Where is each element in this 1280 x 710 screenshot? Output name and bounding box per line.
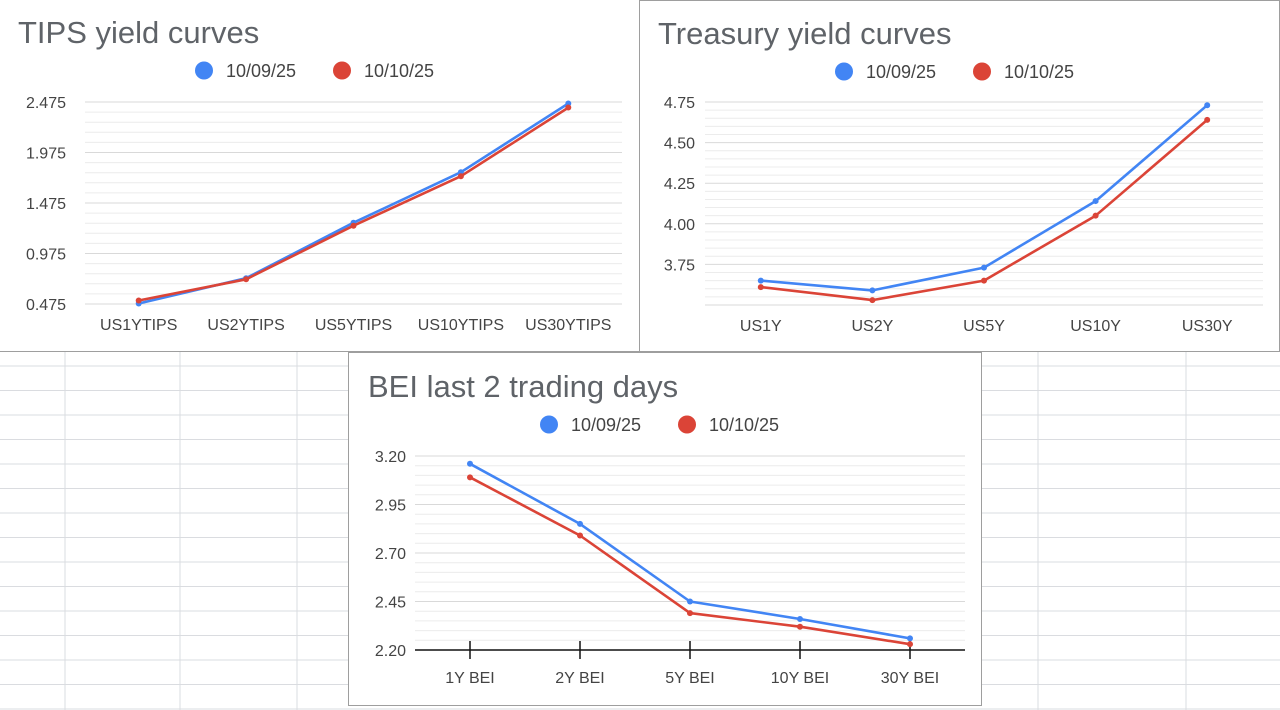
bei-x-tick-label: 30Y BEI bbox=[881, 670, 939, 687]
treasury-chart-canvas: Treasury yield curves 10/09/25 10/10/25 3.7… bbox=[658, 16, 1263, 335]
treasury-series-2-point bbox=[1204, 116, 1211, 123]
bei-series-2-point bbox=[797, 623, 803, 630]
treasury-chart-title: Treasury yield curves bbox=[658, 16, 951, 51]
bei-legend-label-1: 10/09/25 bbox=[571, 415, 641, 435]
bei-series-2-point bbox=[467, 474, 473, 481]
treasury-series-1-point bbox=[981, 264, 987, 271]
tips-legend-label-1: 10/09/25 bbox=[226, 61, 296, 81]
treasury-y-tick-label: 4.00 bbox=[664, 217, 695, 234]
tips-x-tick-label: US30YTIPS bbox=[525, 317, 611, 334]
bei-series-1-point bbox=[687, 598, 693, 605]
bei-legend-marker-2 bbox=[678, 415, 696, 434]
tips-series-2-point bbox=[457, 173, 464, 180]
bei-x-tick-label: 10Y BEI bbox=[771, 670, 829, 687]
bei-y-tick-label: 2.95 bbox=[375, 498, 406, 515]
bei-series-1-point bbox=[797, 615, 803, 622]
treasury-series-line-1 bbox=[760, 104, 1209, 292]
treasury-series-1-point bbox=[869, 287, 876, 294]
bei-legend-label-2: 10/10/25 bbox=[709, 415, 779, 435]
tips-x-tick-label: US5YTIPS bbox=[315, 317, 392, 334]
treasury-legend-label-2: 10/10/25 bbox=[1004, 62, 1074, 82]
treasury-series-1-point bbox=[1092, 198, 1099, 205]
tips-y-tick-label: 0.975 bbox=[26, 247, 66, 264]
treasury-y-tick-label: 3.75 bbox=[664, 257, 695, 274]
bei-x-tick-label: 5Y BEI bbox=[665, 670, 715, 687]
tips-x-tick-label: US1YTIPS bbox=[100, 317, 177, 334]
bei-series-2-point bbox=[907, 641, 913, 648]
bei-x-tick-label: 2Y BEI bbox=[555, 670, 605, 687]
bei-series-2-point bbox=[577, 532, 583, 539]
tips-x-tick-label: US2YTIPS bbox=[207, 317, 284, 334]
treasury-series-1-point bbox=[757, 277, 764, 284]
tips-y-tick-label: 2.475 bbox=[26, 95, 66, 112]
bei-series-1-point bbox=[907, 635, 913, 642]
bei-series-line-2 bbox=[469, 476, 911, 646]
treasury-legend-label-1: 10/09/25 bbox=[866, 62, 936, 82]
tips-x-tick-label: US10YTIPS bbox=[418, 317, 504, 334]
tips-y-tick-label: 1.975 bbox=[26, 146, 66, 163]
treasury-x-tick-label: US2Y bbox=[852, 318, 894, 335]
treasury-y-tick-label: 4.75 bbox=[664, 95, 695, 112]
treasury-x-tick-label: US10Y bbox=[1070, 318, 1121, 335]
treasury-series-2-point bbox=[757, 284, 764, 291]
treasury-legend-marker-2 bbox=[973, 62, 991, 81]
bei-series-1-point bbox=[577, 520, 583, 527]
tips-series-line-2 bbox=[138, 106, 569, 302]
treasury-y-tick-label: 4.50 bbox=[664, 136, 695, 153]
tips-series-2-point bbox=[350, 222, 357, 229]
tips-y-tick-label: 1.475 bbox=[26, 196, 66, 213]
treasury-series-1-point bbox=[1204, 102, 1211, 109]
treasury-legend-marker-1 bbox=[835, 62, 853, 81]
bei-series-2-point bbox=[687, 610, 693, 617]
treasury-series-2-point bbox=[1092, 212, 1099, 219]
tips-y-tick-label: 0.475 bbox=[26, 297, 66, 314]
tips-yield-curves-chart[interactable]: TIPS yield curves 10/09/25 10/10/25 0.475 0.… bbox=[0, 0, 640, 352]
tips-chart-canvas: TIPS yield curves 10/09/25 10/10/25 0.475 0.… bbox=[18, 15, 622, 334]
treasury-series-2-point bbox=[869, 297, 876, 304]
bei-y-tick-label: 2.45 bbox=[375, 595, 406, 612]
bei-chart[interactable]: BEI last 2 trading days 10/09/25 10/10/25 2… bbox=[348, 352, 982, 706]
tips-chart-title: TIPS yield curves bbox=[18, 15, 259, 50]
treasury-series-line-2 bbox=[760, 118, 1209, 302]
tips-series-2-point bbox=[243, 276, 250, 283]
bei-x-tick-label: 1Y BEI bbox=[445, 670, 495, 687]
treasury-y-tick-label: 4.25 bbox=[664, 176, 695, 193]
bei-series-1-point bbox=[467, 460, 473, 467]
tips-series-2-point bbox=[565, 104, 572, 111]
treasury-x-tick-label: US30Y bbox=[1182, 318, 1233, 335]
treasury-x-tick-label: US5Y bbox=[963, 318, 1005, 335]
bei-legend-marker-1 bbox=[540, 415, 558, 434]
tips-series-2-point bbox=[135, 297, 142, 304]
bei-chart-canvas: BEI last 2 trading days 10/09/25 10/10/25 2… bbox=[368, 369, 965, 687]
tips-legend-label-2: 10/10/25 bbox=[364, 61, 434, 81]
bei-chart-title: BEI last 2 trading days bbox=[368, 369, 678, 404]
tips-legend-marker-1 bbox=[195, 61, 213, 80]
tips-legend-marker-2 bbox=[333, 61, 351, 80]
bei-y-tick-label: 2.70 bbox=[375, 546, 406, 563]
treasury-series-2-point bbox=[981, 277, 987, 284]
treasury-yield-curves-chart[interactable]: Treasury yield curves 10/09/25 10/10/25 3.7… bbox=[639, 0, 1280, 352]
bei-y-tick-label: 3.20 bbox=[375, 449, 406, 466]
bei-y-tick-label: 2.20 bbox=[375, 643, 406, 660]
treasury-x-tick-label: US1Y bbox=[740, 318, 782, 335]
